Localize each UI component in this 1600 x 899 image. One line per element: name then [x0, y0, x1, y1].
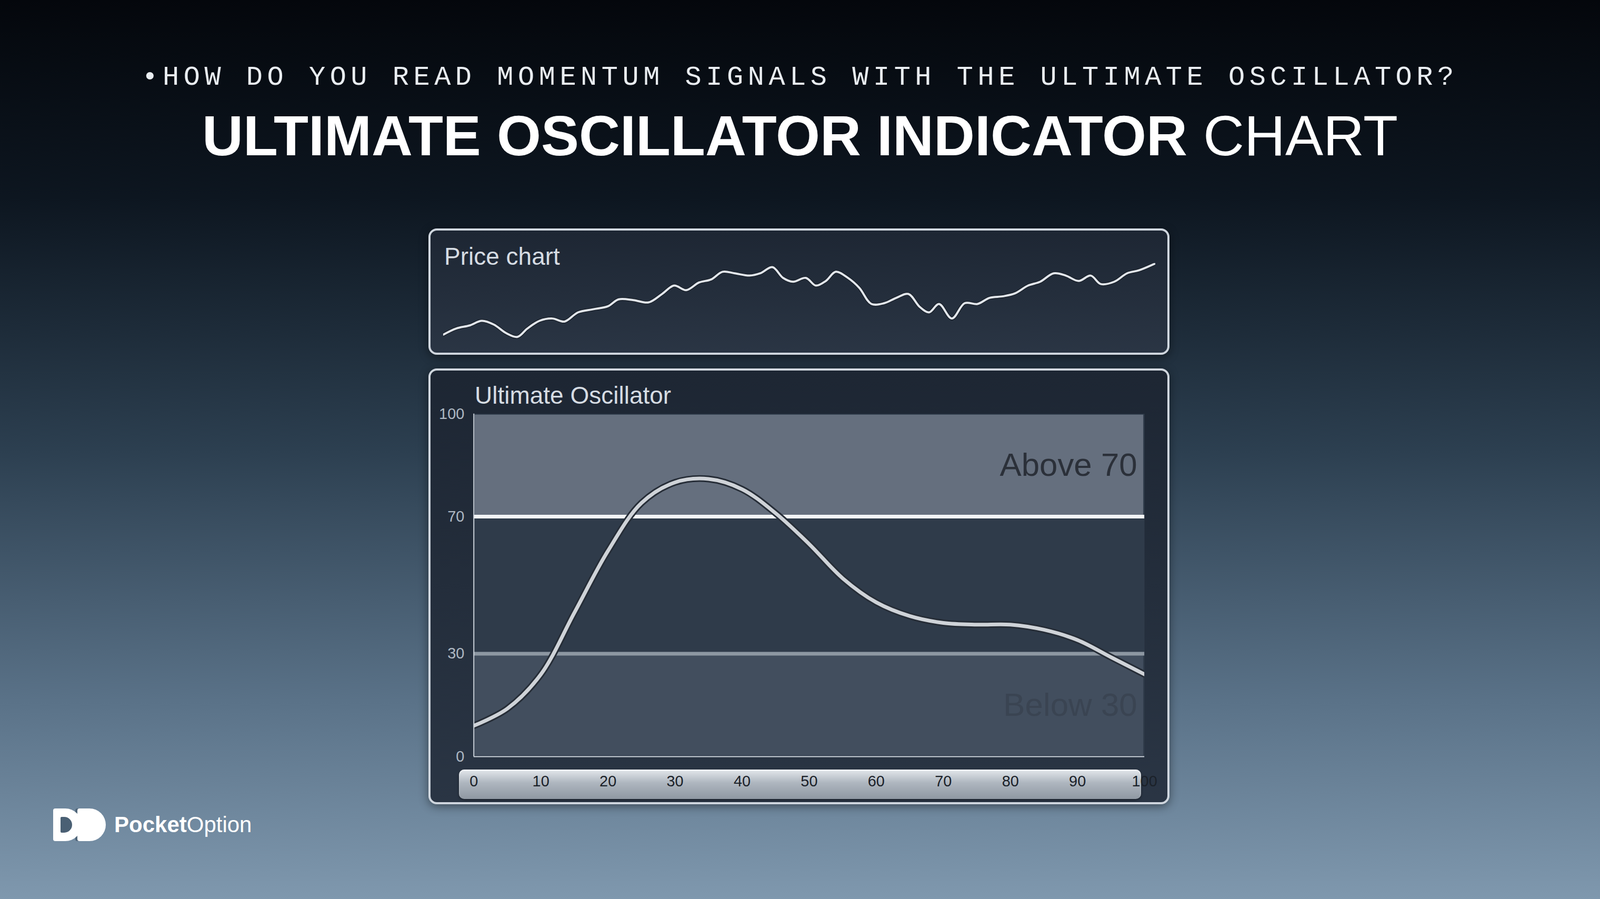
svg-text:50: 50	[800, 772, 818, 790]
svg-text:60: 60	[867, 772, 885, 790]
svg-text:30: 30	[447, 644, 465, 662]
html-text:Price chart: Price chart	[444, 242, 560, 270]
svg-text:100: 100	[1132, 772, 1158, 790]
svg-text:0: 0	[469, 772, 478, 790]
html-text:Pocket Option: Pocket Option	[114, 812, 252, 837]
svg-text:70: 70	[934, 772, 952, 790]
svg-text:80: 80	[1002, 772, 1019, 790]
svg-text:70: 70	[447, 507, 465, 525]
svg-text:90: 90	[1068, 772, 1086, 790]
svg-text:10: 10	[532, 772, 550, 790]
svg-text:20: 20	[599, 772, 617, 790]
html-text:Ultimate Oscillator: Ultimate Oscillator	[474, 381, 672, 409]
svg-text:Above 70: Above 70	[999, 446, 1137, 483]
html-text:•HOW DO YOU READ MOMENTUM SIGN: •HOW DO YOU READ MOMENTUM SIGNALS WITH T…	[141, 62, 1459, 94]
svg-text:100: 100	[438, 405, 465, 423]
svg-text:0: 0	[455, 747, 465, 765]
svg-text:30: 30	[666, 772, 684, 790]
html-text:ULTIMATE OSCILLATOR INDICATOR: ULTIMATE OSCILLATOR INDICATOR CHART	[202, 103, 1398, 168]
svg-text:Below 30: Below 30	[1003, 686, 1137, 723]
svg-text:40: 40	[733, 772, 751, 790]
